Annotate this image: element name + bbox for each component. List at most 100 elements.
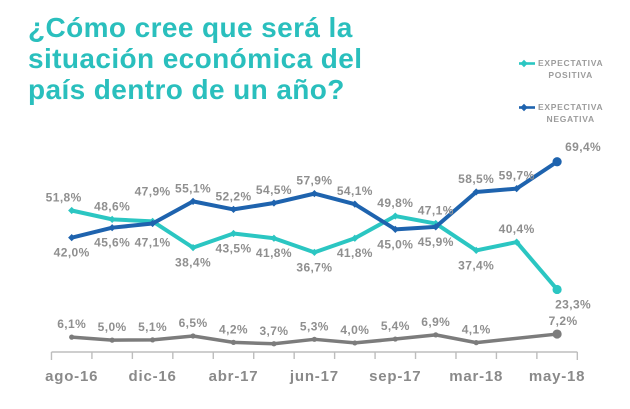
data-label: 45,0% (377, 237, 413, 251)
data-label: 45,6% (94, 236, 130, 250)
data-label: 47,9% (135, 184, 171, 198)
data-label: 47,1% (135, 236, 171, 250)
series-line (69, 332, 559, 346)
series-gray-line (69, 329, 562, 347)
x-tick-label: sep-17 (369, 368, 421, 385)
x-tick-label: dic-16 (129, 368, 177, 385)
data-label: 4,0% (340, 323, 369, 337)
data-label: 41,8% (337, 246, 373, 260)
data-label: 54,1% (337, 184, 373, 198)
series-expectativa-positiva (68, 206, 562, 295)
positiva-line-marker-icon (519, 59, 535, 68)
data-label: 4,1% (462, 323, 491, 337)
legend-item-negativa: EXPECTATIVA NEGATIVA (519, 101, 603, 125)
data-point (230, 339, 237, 345)
data-point (432, 223, 440, 231)
negativa-line-marker-icon (519, 103, 535, 112)
data-point (69, 334, 75, 340)
data-label: 6,5% (179, 316, 208, 330)
data-point (513, 238, 521, 246)
chart-title: ¿Cómo cree que será la situación económi… (28, 12, 488, 105)
data-point (352, 340, 358, 346)
data-point (310, 190, 318, 198)
legend: EXPECTATIVA POSITIVA EXPECTATIVA NEGATIV… (519, 57, 603, 145)
data-label: 37,4% (458, 258, 494, 272)
data-point (150, 337, 156, 343)
x-axis: ago-16 dic-16 abr-17 jun-17 sep-17 mar-18 may-… (45, 351, 586, 385)
data-point-end (552, 157, 562, 167)
data-label: 41,8% (256, 246, 292, 260)
data-point (229, 205, 238, 214)
title-line-2: situación económica del (28, 43, 363, 74)
data-label: 58,5% (458, 172, 494, 186)
data-label: 43,5% (215, 242, 251, 256)
data-point (189, 244, 197, 252)
data-label: 5,0% (98, 320, 127, 334)
title-line-1: ¿Cómo cree que será la (28, 12, 353, 43)
data-point (472, 246, 480, 255)
data-point (391, 212, 399, 220)
legend-label-positiva-2: POSITIVA (548, 70, 593, 80)
data-point (472, 188, 480, 196)
legend-label-negativa-1: EXPECTATIVA (538, 102, 604, 112)
data-point (190, 333, 196, 339)
x-tick-label: jun-17 (289, 368, 339, 385)
data-label: 5,4% (381, 319, 410, 333)
data-label: 3,7% (259, 324, 288, 338)
data-label: 5,3% (300, 319, 329, 333)
data-label: 54,5% (256, 183, 292, 197)
data-point (392, 336, 398, 342)
data-label: 59,7% (499, 169, 535, 183)
data-point (189, 197, 197, 205)
x-tick-label: may-18 (529, 368, 586, 385)
series-expectativa-negativa (68, 157, 562, 242)
data-label: 42,0% (54, 246, 90, 260)
data-label: 23,3% (555, 297, 591, 311)
data-label: 51,8% (46, 191, 82, 205)
data-label: 48,6% (94, 199, 130, 213)
title-line-3: país dentro de un año? (28, 74, 345, 105)
data-point (68, 234, 76, 242)
data-point (108, 215, 116, 223)
data-point (311, 336, 317, 342)
data-point (270, 199, 278, 207)
data-label: 38,4% (175, 256, 211, 270)
data-point (513, 185, 521, 193)
data-label: 40,4% (499, 222, 535, 236)
data-point-end (552, 329, 562, 339)
data-point (68, 206, 76, 215)
data-label: 55,1% (175, 181, 211, 195)
data-label: 47,1% (418, 204, 454, 218)
data-label: 6,9% (421, 315, 450, 329)
data-point (310, 248, 318, 256)
data-point (270, 234, 278, 242)
data-point (271, 341, 277, 347)
data-point (351, 234, 359, 242)
legend-label-negativa-2: NEGATIVA (546, 114, 595, 124)
data-label: 4,2% (219, 322, 248, 336)
series-labels: 6,1% 5,0% 5,1% 6,5% 4,2% 3,7% 5,3% 4,0% 5,4% 6,9%… (57, 314, 577, 338)
data-label: 5,1% (138, 320, 167, 334)
data-label: 49,8% (377, 196, 413, 210)
x-tick-label: abr-17 (209, 368, 259, 385)
data-point-end (552, 284, 562, 295)
data-label: 57,9% (296, 174, 332, 188)
data-label: 45,9% (418, 235, 454, 249)
data-label: 52,2% (215, 189, 251, 203)
data-point (109, 337, 115, 343)
data-point (391, 225, 399, 233)
x-tick-label: mar-18 (449, 368, 503, 385)
legend-label-positiva-1: EXPECTATIVA (538, 58, 604, 68)
series-labels: 42,0% 45,6% 47,1% 55,1% 52,2% 54,5% 57,9% 54,1%… (54, 140, 601, 260)
series-labels: 51,8% 48,6% 47,9% 38,4% 43,5% 41,8% 36,7% 41,8%… (46, 184, 591, 311)
data-label: 36,7% (296, 260, 332, 274)
data-point (351, 200, 359, 208)
data-label: 6,1% (57, 317, 86, 331)
data-label: 7,2% (549, 314, 578, 328)
data-point (473, 340, 479, 346)
data-point (108, 224, 116, 232)
data-point (149, 219, 157, 228)
legend-item-positiva: EXPECTATIVA POSITIVA (519, 57, 603, 81)
